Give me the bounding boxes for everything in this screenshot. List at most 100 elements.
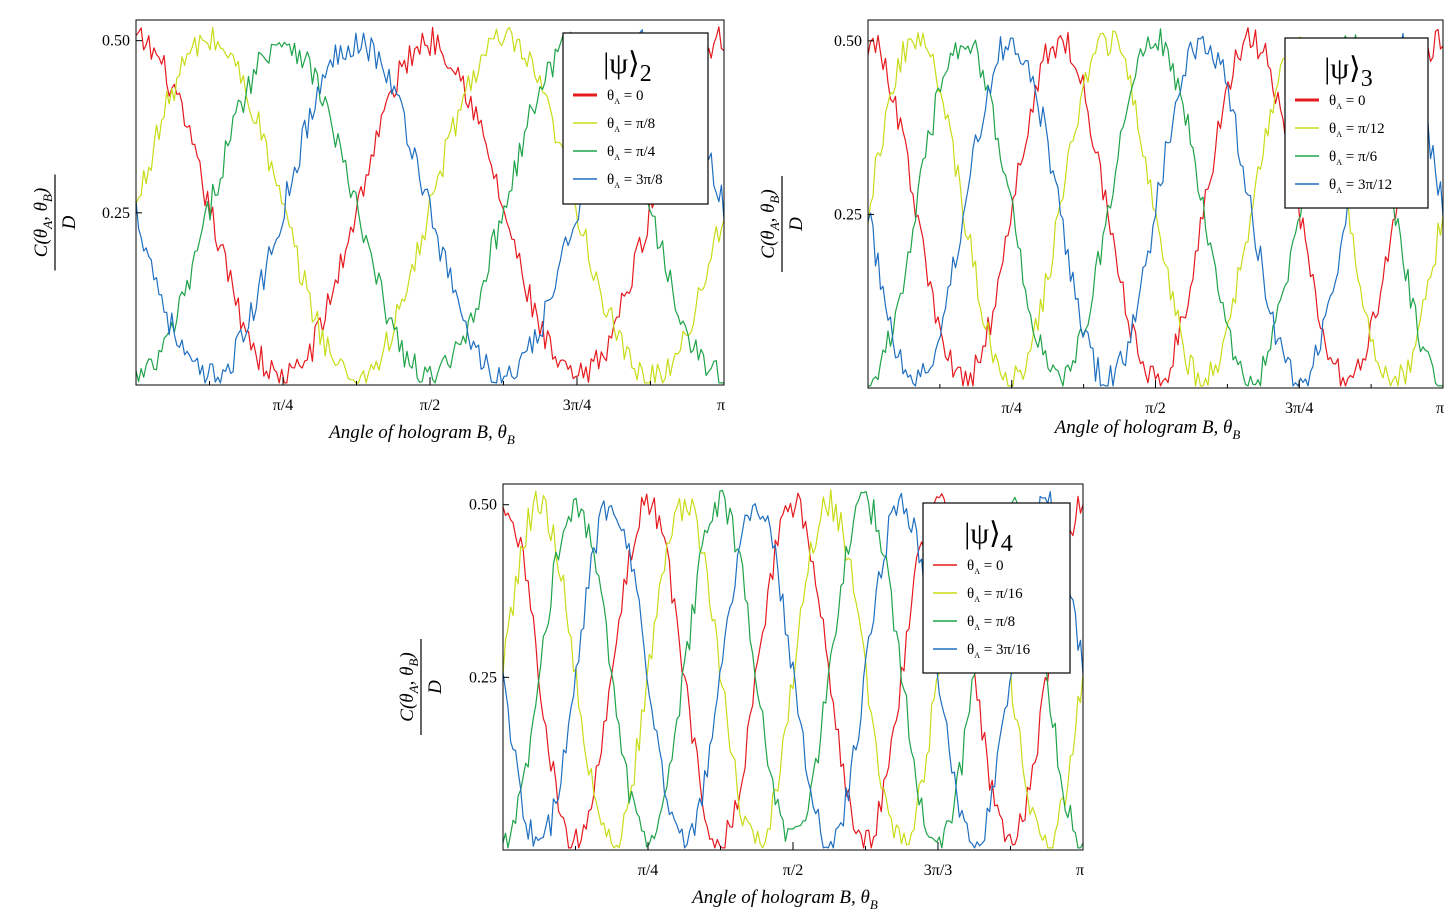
theta-sub: A [614, 153, 620, 162]
legend-value: π/8 [996, 614, 1015, 630]
x-tick-label: π/2 [1145, 400, 1166, 417]
legend-title: |ψ⟩3 [1324, 52, 1373, 92]
series-line-1 [867, 27, 1444, 387]
sep: , θ [758, 204, 779, 223]
legend-label: θA = 0 [1329, 93, 1365, 111]
theta-sub: A [974, 567, 980, 576]
series-line-4 [502, 491, 1084, 849]
ket-open: |ψ⟩ [603, 47, 640, 80]
legend-value: π/6 [1358, 149, 1378, 165]
x-tick-label: π/4 [273, 397, 294, 414]
x-axis-label: Angle of hologram B, θB [1053, 417, 1241, 442]
equals: = [1342, 93, 1358, 109]
legend-label: θA = π/8 [967, 614, 1015, 632]
sep: , θ [31, 202, 52, 221]
legend-box [562, 32, 709, 205]
y-tick-label: 0.25 [834, 206, 862, 223]
theta: θ [607, 172, 614, 188]
chart-panel-2: 0.25 0.50 π/4 π/2 3π/4 π Angle of hologram B, … [31, 19, 725, 447]
x-tick-label: π [717, 397, 725, 414]
legend-value: π/16 [996, 586, 1023, 602]
sep: , θ [397, 667, 418, 686]
theta-sub: A [1336, 186, 1342, 195]
theta: θ [607, 116, 614, 132]
legend-label: θA = 3π/8 [607, 172, 663, 190]
y-tick-label: 0.50 [469, 497, 497, 514]
y-axis-label: C(θA, θB) D [31, 174, 80, 271]
ket-subscript: 4 [1001, 531, 1013, 557]
theta-sub: A [1336, 158, 1342, 167]
theta: θ [1329, 121, 1336, 137]
x-tick-label: 3π/3 [924, 862, 953, 879]
y-axis-label-numerator: C(θA, θB) [31, 188, 55, 257]
y-tick-label: 0.50 [102, 33, 130, 50]
legend-label: θA = 3π/16 [967, 642, 1031, 660]
close: ) [397, 652, 418, 659]
theta-sub: A [974, 595, 980, 604]
theta-sub: A [974, 623, 980, 632]
close: ) [758, 189, 779, 196]
legend-value: 0 [996, 558, 1004, 574]
x-axis-label: Angle of hologram B, θB [327, 422, 515, 447]
x-axis-label-sub: B [1232, 427, 1240, 442]
theta: θ [607, 88, 614, 104]
chart-panel-4: 0.25 0.50 π/4 π/2 3π/3 π Angle of hologram B, … [397, 483, 1084, 912]
x-tick-label: π/2 [783, 862, 804, 879]
equals: = [620, 144, 636, 160]
sub: B [40, 194, 55, 202]
theta-sub: A [614, 97, 620, 106]
x-axis-label-sub: B [507, 432, 515, 447]
legend-label: θA = π/6 [1329, 149, 1378, 167]
x-axis-label-main: Angle of hologram B, θ [690, 887, 870, 908]
y-axis-label-numerator: C(θA, θB) [758, 189, 782, 258]
chart-panel-3: 0.25 0.50 π/4 π/2 3π/4 π Angle of hologram B, … [758, 19, 1444, 442]
theta: θ [967, 558, 974, 574]
theta: θ [967, 614, 974, 630]
x-axis-label: Angle of hologram B, θB [690, 887, 878, 912]
y-axis-label-numerator: C(θA, θB) [397, 652, 421, 721]
theta-sub: A [1336, 130, 1342, 139]
theta-sub: A [614, 181, 620, 190]
sub: B [767, 196, 782, 204]
series-line-4 [867, 32, 1444, 387]
legend: |ψ⟩2θA = 0θA = π/8θA = π/4θA = 3π/8 [562, 32, 709, 205]
legend-title: |ψ⟩4 [964, 517, 1013, 557]
ket-open: |ψ⟩ [1324, 52, 1361, 85]
x-axis-label-sub: B [870, 897, 878, 912]
x-tick-label: π [1076, 862, 1084, 879]
legend-box [922, 502, 1071, 674]
y-axis-label-denominator: D [59, 215, 80, 230]
theta-sub: A [614, 125, 620, 134]
sub: A [767, 222, 782, 231]
series-line-1 [135, 26, 725, 384]
sub: A [406, 685, 421, 694]
legend-label: θA = 0 [607, 88, 643, 106]
legend-value: π/8 [636, 116, 655, 132]
legend-label: θA = 0 [967, 558, 1003, 576]
legend-value: 3π/8 [636, 172, 663, 188]
equals: = [980, 642, 996, 658]
theta: θ [607, 144, 614, 160]
x-axis-label-main: Angle of hologram B, θ [1053, 417, 1233, 438]
ket-subscript: 3 [1361, 66, 1373, 92]
theta: θ [1329, 149, 1336, 165]
y-axis-label: C(θA, θB) D [758, 176, 807, 272]
y-axis-label: C(θA, θB) D [397, 639, 446, 735]
x-tick-label: 3π/4 [1285, 400, 1314, 417]
series-line-1 [502, 492, 1084, 849]
ket-open: |ψ⟩ [964, 517, 1001, 550]
legend-value: 0 [636, 88, 644, 104]
legend-label: θA = π/12 [1329, 121, 1385, 139]
equals: = [980, 614, 996, 630]
legend-value: 0 [1358, 93, 1366, 109]
legend-label: θA = 3π/12 [1329, 177, 1392, 195]
legend-value: 3π/16 [996, 642, 1031, 658]
equals: = [1342, 121, 1358, 137]
theta: θ [967, 586, 974, 602]
close: ) [31, 188, 52, 195]
y-tick-label: 0.25 [469, 669, 497, 686]
series-line-2 [135, 26, 725, 384]
sub: A [40, 221, 55, 230]
